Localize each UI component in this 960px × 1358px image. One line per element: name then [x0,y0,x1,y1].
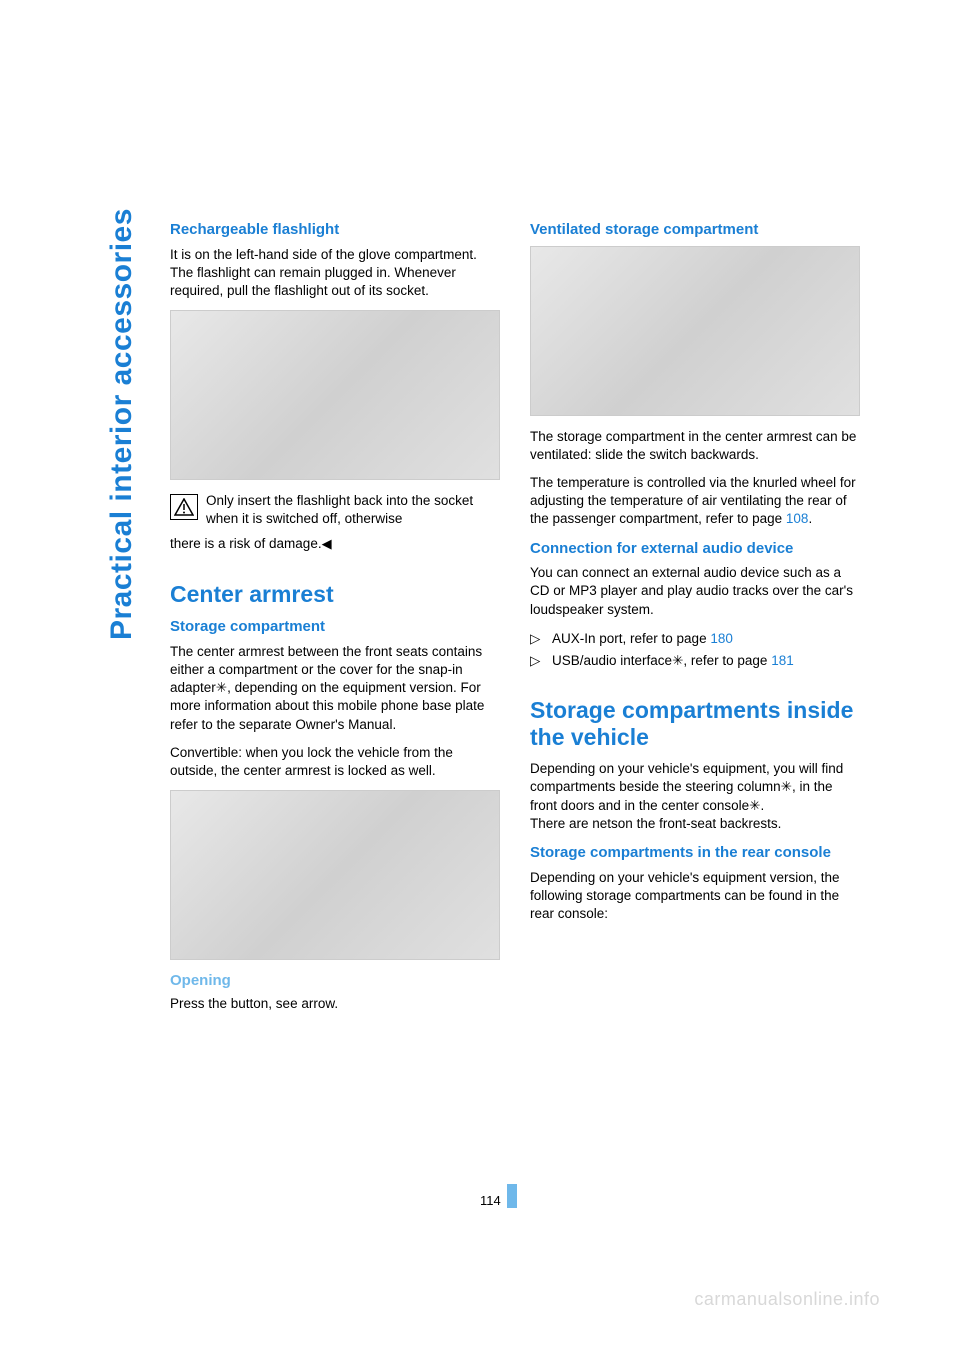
content-columns: Rechargeable flashlight It is on the lef… [170,220,860,1024]
end-marker-icon: ◀ [322,536,332,551]
figure-flashlight [170,310,500,480]
audio-paragraph: You can connect an external audio device… [530,564,860,619]
vent-p2b: . [808,511,812,526]
page-marker-bar [507,1184,517,1208]
warning-cont-text: there is a risk of damage. [170,536,322,551]
side-section-title: Practical interior accessories [105,208,139,640]
bullet-aux-in: ▷ AUX-In port, refer to page 180 [530,629,860,649]
page-link-181[interactable]: 181 [771,653,794,668]
heading-rear-console: Storage compartments in the rear console [530,843,860,863]
warning-icon [170,494,198,520]
warning-continuation: there is a risk of damage.◀ [170,535,500,553]
armrest-paragraph-1: The center armrest between the front sea… [170,643,500,734]
usb-text-a: USB/audio interface [552,653,672,668]
vent-paragraph-1: The storage compartment in the center ar… [530,428,860,464]
aux-text: AUX-In port, refer to page [552,631,710,646]
storage-p2: There are netson the front-seat backrest… [530,816,781,831]
heading-opening: Opening [170,972,500,989]
bullet-text: USB/audio interface✳, refer to page 181 [552,651,794,671]
flashlight-paragraph: It is on the left-hand side of the glove… [170,246,500,301]
bullet-usb-audio: ▷ USB/audio interface✳, refer to page 18… [530,651,860,671]
armrest-paragraph-2: Convertible: when you lock the vehicle f… [170,744,500,780]
watermark: carmanualsonline.info [694,1289,880,1310]
section-storage-inside-vehicle: Storage compartments inside the vehicle [530,697,860,750]
vent-paragraph-2: The temperature is controlled via the kn… [530,474,860,529]
storage-paragraph-1: Depending on your vehicle's equipment, y… [530,760,860,833]
storage-p1c: . [760,798,764,813]
figure-armrest [170,790,500,960]
rear-console-paragraph: Depending on your vehicle's equipment ve… [530,869,860,924]
heading-ventilated-storage: Ventilated storage compartment [530,220,860,240]
page-link-180[interactable]: 180 [710,631,733,646]
page-number-block: 114 [480,1184,517,1208]
footnote-star-icon: ✳ [781,779,792,794]
left-column: Rechargeable flashlight It is on the lef… [170,220,500,1024]
warning-block: Only insert the flashlight back into the… [170,492,500,528]
footnote-star-icon: ✳ [672,653,683,668]
bullet-marker-icon: ▷ [530,629,552,649]
right-column: Ventilated storage compartment The stora… [530,220,860,1024]
warning-lead-text: Only insert the flashlight back into the… [206,492,500,528]
section-center-armrest: Center armrest [170,581,500,607]
footnote-star-icon: ✳ [216,680,227,695]
figure-ventilated-storage [530,246,860,416]
heading-storage-compartment: Storage compartment [170,617,500,637]
page-link-108[interactable]: 108 [786,511,809,526]
bullet-text: AUX-In port, refer to page 180 [552,629,733,649]
page-number: 114 [480,1193,501,1208]
opening-text: Press the button, see arrow. [170,995,500,1013]
page: Practical interior accessories Rechargea… [0,0,960,1358]
footnote-star-icon: ✳ [749,798,760,813]
bullet-marker-icon: ▷ [530,651,552,671]
usb-text-b: , refer to page [683,653,771,668]
heading-external-audio: Connection for external audio device [530,539,860,559]
heading-rechargeable-flashlight: Rechargeable flashlight [170,220,500,240]
